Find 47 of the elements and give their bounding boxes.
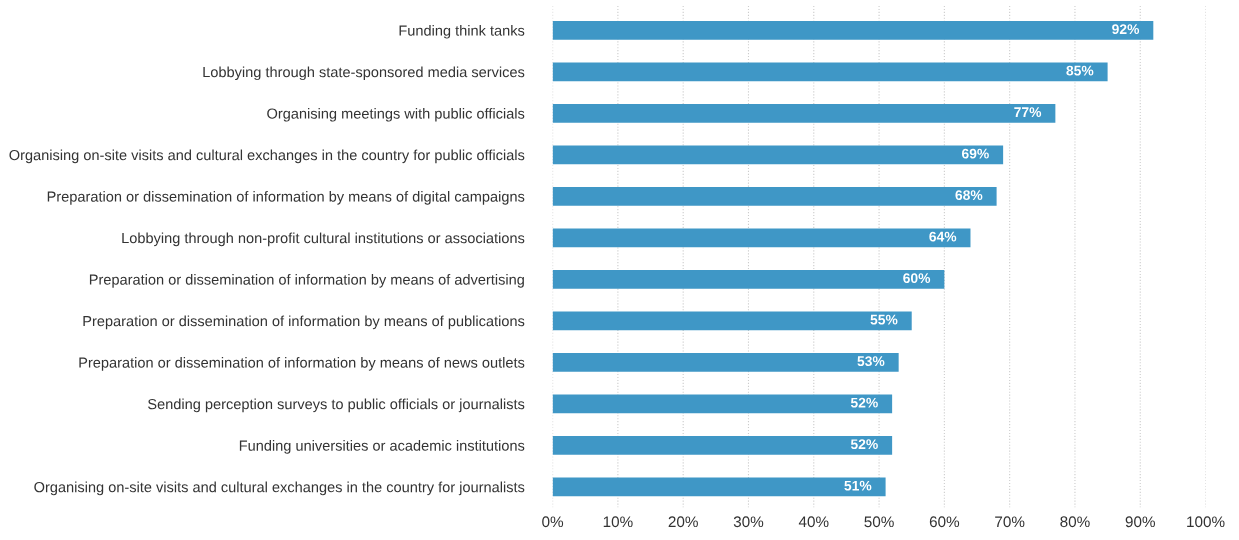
x-tick-label: 50% — [864, 516, 894, 528]
x-tick-label: 20% — [668, 516, 698, 528]
x-tick-label: 80% — [1060, 516, 1090, 528]
bar — [552, 436, 893, 455]
bar — [552, 186, 997, 206]
data-label: 85% — [1066, 65, 1094, 76]
bar — [552, 228, 971, 248]
bar — [552, 311, 912, 331]
x-tick-label: 70% — [995, 516, 1025, 528]
y-tick-label: Sending perception surveys to public officials or journalists — [148, 398, 525, 413]
y-tick-label: Preparation or dissemination of information by means of advertising — [89, 274, 524, 288]
y-tick-label: Lobbying through state-sponsored media services — [203, 66, 525, 81]
x-tick-label: 10% — [603, 516, 633, 528]
y-tick-label: Organising meetings with public officials — [267, 108, 525, 122]
bar — [552, 20, 1154, 40]
x-tick-label: 100% — [1187, 516, 1225, 528]
x-tick-label: 0% — [542, 516, 564, 528]
x-tick-label: 60% — [929, 516, 960, 528]
bar — [552, 145, 1004, 165]
data-label: 92% — [1112, 24, 1140, 35]
data-label: 64% — [929, 231, 957, 242]
bar — [552, 394, 893, 414]
bar — [552, 269, 945, 289]
bar — [552, 353, 899, 372]
y-tick-label: Funding universities or academic institutions — [239, 440, 525, 454]
data-label: 60% — [903, 273, 931, 284]
data-label: 69% — [961, 148, 989, 159]
y-tick-label: Preparation or dissemination of information by means of news outlets — [79, 357, 525, 371]
data-label: 68% — [955, 190, 983, 201]
y-tick-label: Preparation or dissemination of information by means of digital campaigns — [47, 191, 525, 205]
x-tick-label: 40% — [798, 516, 829, 528]
data-label: 55% — [870, 314, 898, 325]
bar — [552, 62, 1108, 82]
y-tick-label: Lobbying through non-profit cultural institutions or associations — [122, 232, 525, 247]
x-tick-label: 90% — [1125, 516, 1155, 528]
bar — [552, 103, 1056, 123]
bar — [552, 477, 886, 497]
data-label: 51% — [844, 480, 872, 491]
y-tick-label: Organising on-site visits and cultural exchanges in the country for journalists — [34, 481, 525, 496]
y-tick-label: Organising on-site visits and cultural exchanges in the country for public officials — [9, 149, 525, 164]
y-tick-label: Preparation or dissemination of information by means of publications — [83, 315, 525, 330]
data-label: 77% — [1014, 107, 1042, 118]
data-label: 52% — [850, 439, 878, 450]
data-label: 52% — [850, 397, 878, 408]
y-tick-label: Funding think tanks — [399, 25, 525, 39]
x-tick-label: 30% — [733, 516, 764, 528]
data-label: 53% — [857, 356, 885, 367]
